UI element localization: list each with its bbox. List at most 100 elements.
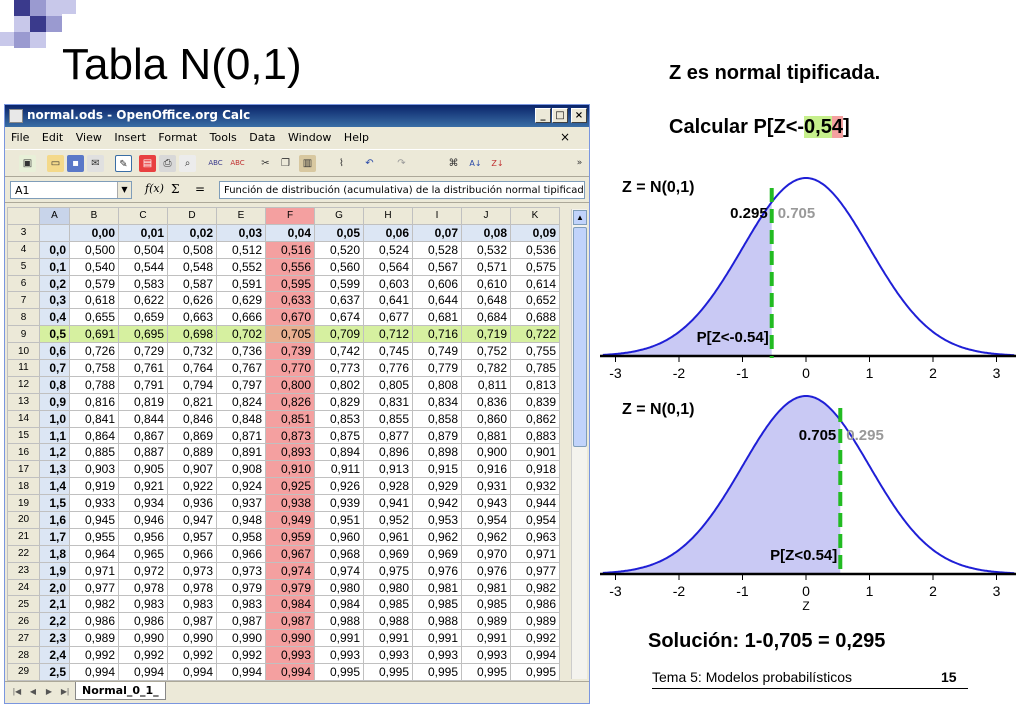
table-cell[interactable]: 0,924 [216,477,266,496]
table-cell[interactable]: 0,903 [69,460,119,479]
table-cell[interactable]: 0,989 [461,612,511,631]
table-cell[interactable]: 0,629 [216,291,266,310]
menu-window[interactable]: Window [288,131,332,144]
table-cell[interactable]: 0,739 [265,342,315,361]
row-header[interactable]: 7 [7,291,40,310]
table-cell[interactable]: 1,5 [39,494,70,513]
table-cell[interactable]: 0,670 [265,308,315,327]
table-cell[interactable]: 0,606 [412,274,462,293]
table-cell[interactable]: 0,1 [39,257,70,276]
table-cell[interactable]: 0,901 [510,443,560,462]
table-cell[interactable]: 0,986 [510,595,560,614]
table-cell[interactable]: 0,853 [314,409,364,428]
table-cell[interactable]: 0,500 [69,240,119,259]
function-wizard-button[interactable]: f(x) [145,182,164,195]
table-cell[interactable]: 0,618 [69,291,119,310]
row-header[interactable]: 29 [7,663,40,681]
autospell-icon[interactable]: ABC [230,159,245,167]
row-header[interactable]: 26 [7,612,40,631]
table-cell[interactable]: 0,990 [167,629,217,648]
row-header[interactable]: 8 [7,308,40,327]
table-cell[interactable]: 0,988 [314,612,364,631]
row-header[interactable]: 20 [7,511,40,529]
table-cell[interactable]: 0,970 [461,544,511,563]
table-cell[interactable]: 0,975 [363,561,413,580]
table-cell[interactable]: 0,00 [69,223,119,242]
cut-icon[interactable]: ✂ [261,158,270,169]
table-cell[interactable]: 0,652 [510,291,560,310]
table-cell[interactable]: 0,982 [510,578,560,597]
table-cell[interactable]: 0,932 [510,477,560,496]
table-cell[interactable]: 0,907 [167,460,217,479]
table-cell[interactable]: 0,06 [363,223,413,242]
sort-desc-icon[interactable]: Z↓ [491,159,504,168]
table-cell[interactable]: 0,867 [118,426,168,445]
table-cell[interactable]: 0,944 [510,494,560,513]
table-cell[interactable]: 0,931 [461,477,511,496]
table-cell[interactable]: 0,844 [118,409,168,428]
table-cell[interactable]: 0,877 [363,426,413,445]
table-cell[interactable]: 0,587 [167,274,217,293]
table-cell[interactable]: 0,579 [69,274,119,293]
table-cell[interactable]: 0,3 [39,291,70,310]
table-cell[interactable]: 0,974 [314,561,364,580]
table-cell[interactable]: 0,791 [118,375,168,394]
table-cell[interactable]: 0,936 [167,494,217,513]
table-cell[interactable]: 1,0 [39,409,70,428]
row-header[interactable]: 12 [7,375,40,394]
table-cell[interactable]: 0,947 [167,511,217,529]
table-cell[interactable]: 0,764 [167,359,217,377]
table-cell[interactable]: 0,893 [265,443,315,462]
table-cell[interactable]: 0,928 [363,477,413,496]
table-cell[interactable]: 0,993 [363,646,413,665]
table-cell[interactable]: 0,939 [314,494,364,513]
table-cell[interactable]: 0,891 [216,443,266,462]
table-cell[interactable] [39,223,70,242]
table-cell[interactable]: 0,971 [510,544,560,563]
table-cell[interactable]: 0,520 [314,240,364,259]
table-cell[interactable]: 0,767 [216,359,266,377]
table-cell[interactable]: 0,992 [118,646,168,665]
table-cell[interactable]: 0,536 [510,240,560,259]
row-header[interactable]: 15 [7,426,40,445]
column-header[interactable]: C [118,207,168,225]
row-header[interactable]: 6 [7,274,40,293]
row-header[interactable]: 22 [7,544,40,563]
format-paintbrush-icon[interactable]: ⌇ [339,158,344,169]
row-header[interactable]: 24 [7,578,40,597]
table-cell[interactable]: 0,873 [265,426,315,445]
row-header[interactable]: 10 [7,342,40,361]
row-header[interactable]: 5 [7,257,40,276]
table-cell[interactable]: 0,841 [69,409,119,428]
table-cell[interactable]: 0,985 [461,595,511,614]
table-cell[interactable]: 0,633 [265,291,315,310]
table-cell[interactable]: 0,04 [265,223,315,242]
table-cell[interactable]: 0,648 [461,291,511,310]
table-cell[interactable]: 0,918 [510,460,560,479]
menu-view[interactable]: View [75,131,102,144]
table-cell[interactable]: 0,982 [69,595,119,614]
table-cell[interactable]: 0,959 [265,527,315,546]
table-cell[interactable]: 0,677 [363,308,413,327]
menu-data[interactable]: Data [249,131,276,144]
select-all-corner[interactable] [7,207,40,225]
table-cell[interactable]: 0,782 [461,359,511,377]
redo-icon[interactable]: ↷ [397,158,406,169]
table-cell[interactable]: 0,986 [69,612,119,631]
column-header[interactable]: B [69,207,119,225]
table-cell[interactable]: 0,978 [118,578,168,597]
table-cell[interactable]: 0,788 [69,375,119,394]
table-cell[interactable]: 0,967 [265,544,315,563]
table-cell[interactable]: 0,779 [412,359,462,377]
column-header[interactable]: E [216,207,266,225]
table-cell[interactable]: 0,858 [412,409,462,428]
table-cell[interactable]: 0,991 [412,629,462,648]
table-cell[interactable]: 0,831 [363,392,413,411]
chevron-down-icon[interactable]: ▼ [117,182,131,198]
sort-asc-icon[interactable]: A↓ [469,159,482,168]
table-cell[interactable]: 0,722 [510,325,560,344]
table-cell[interactable]: 0,951 [314,511,364,529]
table-cell[interactable]: 0,02 [167,223,217,242]
table-cell[interactable]: 0,869 [167,426,217,445]
table-cell[interactable]: 0,922 [167,477,217,496]
